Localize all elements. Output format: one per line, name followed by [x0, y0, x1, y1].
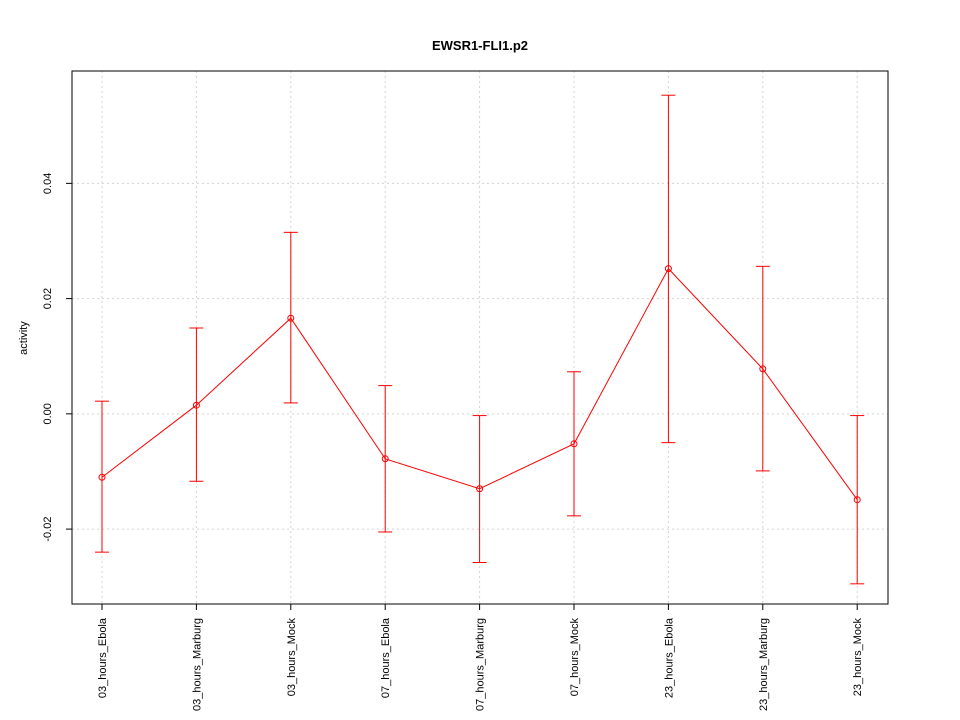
- chart-title: EWSR1-FLI1.p2: [432, 38, 528, 53]
- data-point: [476, 485, 484, 493]
- y-axis-label: activity: [18, 321, 30, 355]
- y-tick-label: 0.02: [42, 288, 54, 309]
- data-point: [287, 314, 295, 322]
- data-point: [192, 401, 200, 409]
- x-tick-label: 07_hours_Marburg: [475, 618, 487, 711]
- x-tick-label: 23_hours_Mock: [852, 618, 864, 697]
- x-tick-label: 03_hours_Marburg: [191, 618, 203, 711]
- x-tick-label: 07_hours_Mock: [569, 618, 581, 697]
- y-tick-label: -0.02: [42, 517, 54, 542]
- x-tick-label: 03_hours_Mock: [286, 618, 298, 697]
- data-point: [570, 440, 578, 448]
- data-point: [759, 365, 767, 373]
- x-tick-label: 23_hours_Ebola: [663, 617, 675, 698]
- x-tick-label: 07_hours_Ebola: [380, 617, 392, 698]
- x-tick-label: 03_hours_Ebola: [97, 617, 109, 698]
- data-point: [98, 473, 106, 481]
- data-point: [381, 455, 389, 463]
- axes: -0.02 0.00 0.02 0.04 03_hours_Ebola 03_hours_…: [42, 173, 864, 711]
- data-series: [95, 94, 865, 585]
- plot-frame: [71, 70, 889, 605]
- data-point: [664, 265, 672, 273]
- x-tick-label: 23_hours_Marburg: [758, 618, 770, 711]
- y-tick-label: 0.04: [42, 173, 54, 194]
- data-point: [853, 496, 861, 504]
- y-tick-label: 0.00: [42, 403, 54, 424]
